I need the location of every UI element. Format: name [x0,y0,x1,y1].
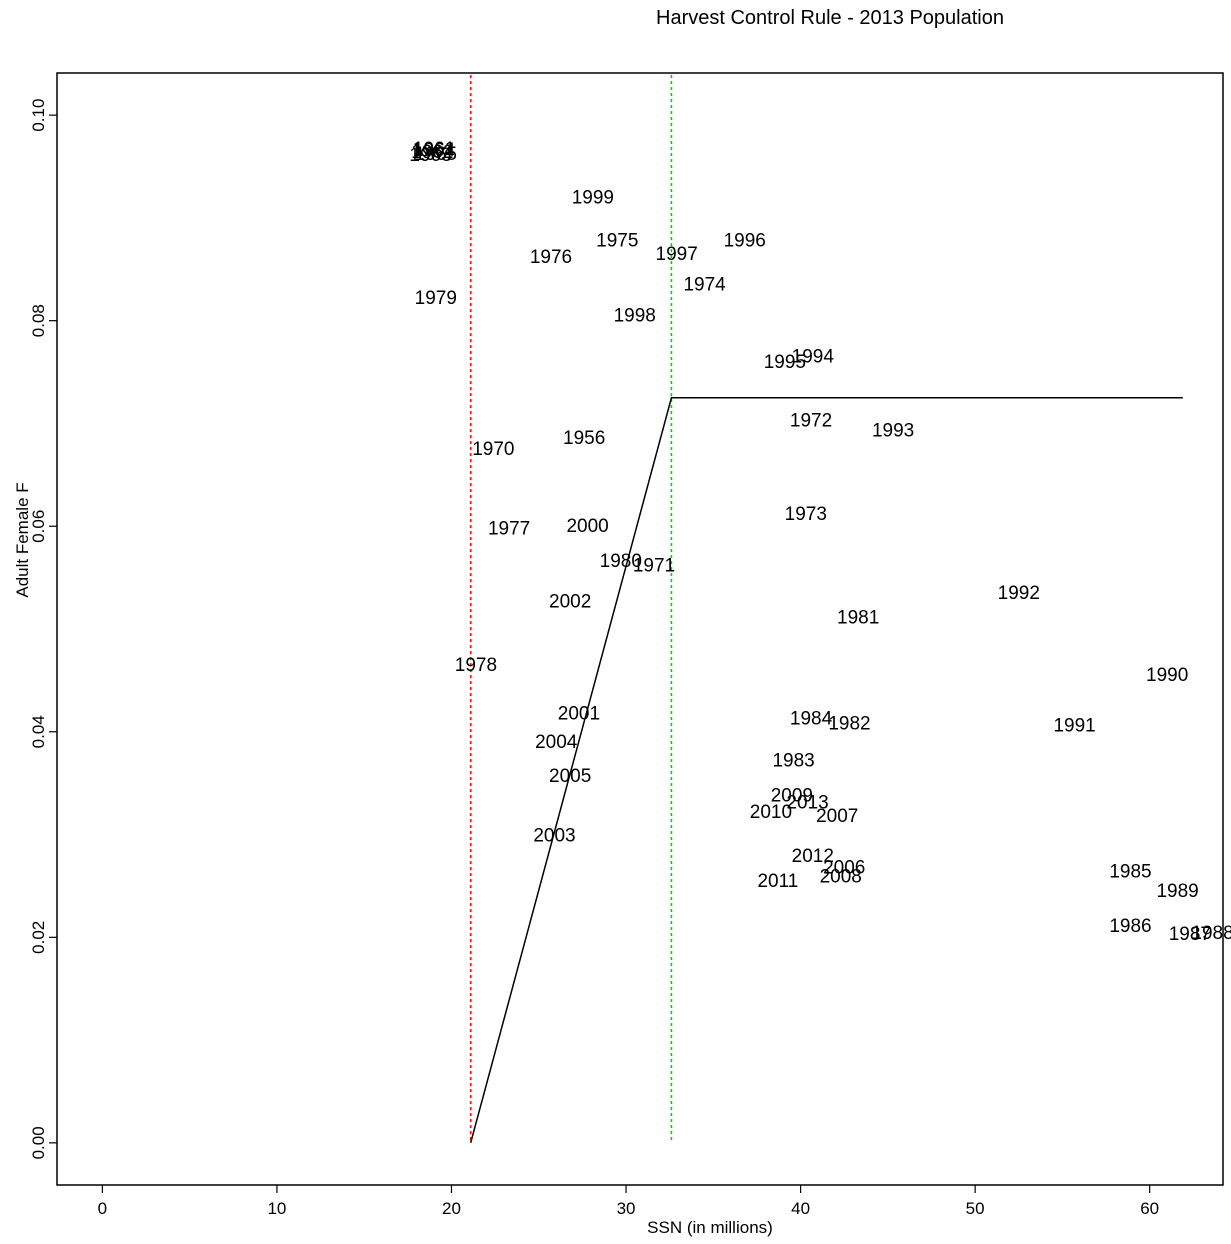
x-tick-label: 60 [1140,1199,1159,1218]
point-label-1984: 1984 [790,708,833,729]
point-label-1990: 1990 [1146,665,1188,686]
point-label-1962: 1962 [411,142,453,163]
point-label-1961: 1961 [413,139,455,160]
x-tick-label: 20 [442,1199,461,1218]
chart-title: Harvest Control Rule - 2013 Population [656,7,1004,29]
x-tick-label: 40 [791,1199,810,1218]
point-label-1992: 1992 [998,583,1040,604]
point-label-2007: 2007 [816,806,858,827]
point-label-1970: 1970 [472,439,514,460]
point-label-2012: 2012 [792,846,834,867]
point-label-1998: 1998 [614,306,656,327]
point-label-2011: 2011 [757,871,798,892]
point-label-1994: 1994 [792,347,835,368]
point-label-2009: 2009 [771,785,813,806]
point-label-1985: 1985 [1109,862,1151,883]
point-label-1999: 1999 [572,187,614,208]
point-label-1993: 1993 [872,421,914,442]
plot-frame [56,72,1224,1186]
point-label-1965: 1965 [415,144,457,165]
point-label-1976: 1976 [530,247,572,268]
point-label-2001: 2001 [558,703,600,724]
reference-lines [469,75,673,1143]
point-label-2002: 2002 [549,591,591,612]
point-label-1979: 1979 [415,288,457,309]
point-label-2013: 2013 [786,793,828,814]
point-label-1991: 1991 [1053,716,1095,737]
x-axis-label: SSN (in millions) [647,1218,773,1237]
point-label-2008: 2008 [820,867,862,888]
point-label-1964: 1964 [413,140,456,161]
point-label-1972: 1972 [790,410,832,431]
point-label-1997: 1997 [656,244,698,265]
point-label-1986: 1986 [1109,916,1151,937]
point-label-2005: 2005 [549,766,591,787]
x-tick-label: 10 [267,1199,286,1218]
point-label-1995: 1995 [764,352,806,373]
point-label-2003: 2003 [533,826,575,847]
point-label-1963: 1963 [409,145,451,166]
point-label-1983: 1983 [772,751,814,772]
y-tick-label: 0.08 [29,304,48,337]
point-label-1971: 1971 [633,555,675,576]
x-tick-label: 50 [966,1199,985,1218]
x-tick-label: 30 [617,1199,636,1218]
point-label-1982: 1982 [828,714,870,735]
point-label-1987: 1987 [1169,924,1211,945]
x-tick-label: 0 [98,1199,107,1218]
point-label-1988: 1988 [1191,923,1231,944]
y-axis-label: Adult Female F [13,482,32,597]
x-axis-ticks: 0 10 20 30 40 50 60 [98,1185,1159,1218]
point-label-2006: 2006 [823,857,865,878]
point-label-1973: 1973 [785,504,827,525]
y-tick-label: 0.02 [29,921,48,954]
point-label-1977: 1977 [488,518,530,539]
point-label-2004: 2004 [535,732,578,753]
y-tick-label: 0.06 [29,510,48,543]
point-label-2010: 2010 [750,802,792,823]
y-tick-label: 0.04 [29,715,48,748]
control-rule-group [469,397,1183,1144]
point-label-1974: 1974 [683,275,726,296]
point-label-1978: 1978 [455,655,497,676]
point-label-1956: 1956 [563,428,605,449]
y-tick-label: 0.10 [29,99,48,132]
point-label-1981: 1981 [837,608,879,629]
control-rule-line [469,397,1183,1144]
point-label-2000: 2000 [566,516,608,537]
y-tick-label: 0.00 [29,1126,48,1159]
point-label-1989: 1989 [1156,881,1198,902]
point-label-1980: 1980 [600,551,642,572]
point-label-1996: 1996 [724,231,766,252]
point-label-1975: 1975 [596,231,638,252]
y-axis-ticks: 0.00 0.02 0.04 0.06 0.08 0.10 [29,99,57,1159]
